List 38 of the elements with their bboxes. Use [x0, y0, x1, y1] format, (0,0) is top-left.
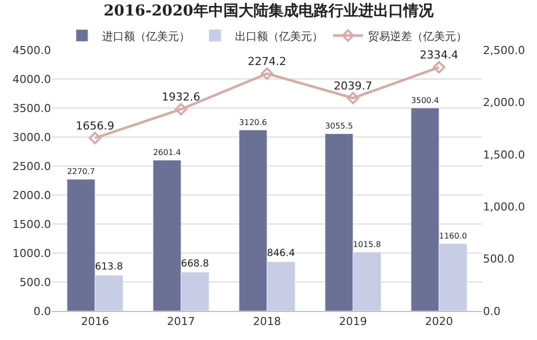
data-label: 668.8 — [181, 258, 209, 270]
y-tick-label: 3500.0 — [12, 102, 51, 115]
data-label: 846.4 — [267, 248, 295, 260]
y2-tick-label: 500.0 — [483, 252, 514, 266]
y2-tick-label: 0.0 — [483, 304, 500, 318]
data-label: 1932.6 — [162, 90, 200, 104]
point — [260, 67, 274, 80]
y-tick-label: 0.0 — [34, 304, 51, 318]
x-tick-label: 2016 — [81, 315, 109, 328]
y-tick-label: 2500.0 — [12, 160, 51, 173]
y2-tick-label: 1,000.0 — [483, 200, 525, 214]
y-tick-label: 1000.0 — [12, 246, 51, 260]
y-tick-label: 500.0 — [20, 276, 51, 289]
data-label: 2039.7 — [334, 79, 372, 92]
point — [174, 103, 188, 116]
data-label: 2334.4 — [420, 48, 458, 62]
y2-tick-label: 2,000.0 — [483, 96, 525, 110]
data-label: 1656.9 — [76, 119, 114, 132]
y-tick-label: 4500.0 — [12, 44, 51, 57]
x-tick-label: 2020 — [425, 315, 453, 328]
x-tick-label: 2019 — [339, 315, 367, 328]
y2-tick-label: 2,500.0 — [483, 44, 525, 57]
chart-title: 2016-2020年中国大陆集成电路行业进出口情况 — [104, 2, 434, 20]
x-tick-label: 2018 — [253, 315, 281, 328]
point — [346, 92, 360, 104]
y-tick-label: 1500.0 — [12, 218, 51, 231]
data-label: 613.8 — [95, 262, 123, 273]
y-tick-label: 4000.0 — [12, 72, 51, 86]
y-tick-label: 2000.0 — [12, 188, 51, 202]
x-tick-label: 2017 — [167, 315, 195, 328]
point — [88, 132, 102, 144]
y2-tick-label: 1,500.0 — [483, 148, 525, 162]
legend-label: 贸易逆差（亿美元） — [368, 30, 467, 43]
data-label: 2274.2 — [248, 54, 286, 68]
legend-label: 出口额（亿美元） — [235, 30, 323, 43]
legend-label: 进口额（亿美元） — [102, 30, 190, 43]
point — [432, 61, 446, 74]
y-tick-label: 3000.0 — [12, 130, 51, 144]
